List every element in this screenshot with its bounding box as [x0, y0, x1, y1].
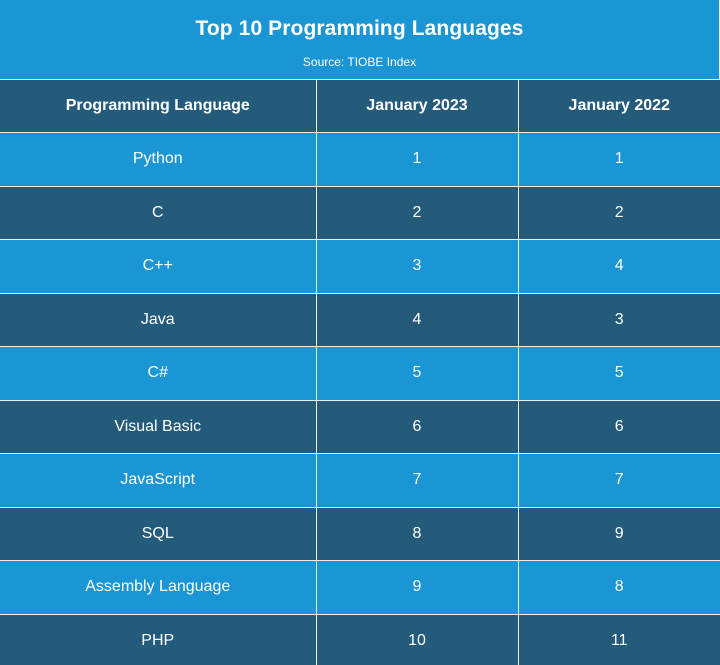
cell-jan-2023-rank: 4	[315, 292, 519, 347]
table-row: SQL 8 9	[0, 506, 720, 561]
rankings-table: Programming Language January 2023 Januar…	[0, 79, 720, 665]
table-row: PHP 10 11	[0, 613, 720, 665]
table-body: Python 1 1 C 2 2 C++ 3 4 Java 4 3 C# 5 5 Visual Basic 6 6…	[0, 132, 720, 665]
table-row: Java 4 3	[0, 292, 720, 347]
cell-jan-2022-rank: 1	[517, 132, 720, 187]
cell-language: Java	[0, 292, 317, 347]
table-row: Python 1 1	[0, 132, 720, 187]
column-header-language: Programming Language	[0, 79, 317, 133]
cell-jan-2023-rank: 6	[315, 399, 519, 454]
cell-jan-2023-rank: 7	[315, 453, 519, 508]
cell-jan-2022-rank: 6	[517, 399, 720, 454]
table-row: Assembly Language 9 8	[0, 560, 720, 615]
table-row: C++ 3 4	[0, 239, 720, 294]
cell-language: Visual Basic	[0, 399, 317, 454]
cell-language: SQL	[0, 506, 317, 561]
cell-language: PHP	[0, 613, 317, 665]
cell-jan-2023-rank: 8	[315, 506, 519, 561]
chart-header: Top 10 Programming Languages Source: TIO…	[0, 0, 719, 79]
table-row: C# 5 5	[0, 346, 720, 401]
cell-jan-2023-rank: 3	[315, 239, 519, 294]
table-row: JavaScript 7 7	[0, 453, 720, 508]
cell-language: C++	[0, 239, 317, 294]
cell-jan-2023-rank: 10	[315, 613, 519, 665]
column-header-jan-2023: January 2023	[315, 79, 519, 133]
cell-jan-2023-rank: 1	[315, 132, 519, 187]
cell-language: Assembly Language	[0, 560, 317, 615]
cell-jan-2022-rank: 11	[517, 613, 720, 665]
cell-language: Python	[0, 132, 317, 187]
column-header-jan-2022: January 2022	[517, 79, 720, 133]
cell-language: JavaScript	[0, 453, 317, 508]
cell-jan-2022-rank: 5	[517, 346, 720, 401]
cell-language: C	[0, 185, 317, 240]
cell-jan-2023-rank: 5	[315, 346, 519, 401]
table-row: Visual Basic 6 6	[0, 399, 720, 454]
table-header-row: Programming Language January 2023 Januar…	[0, 79, 720, 133]
chart-title: Top 10 Programming Languages	[195, 17, 524, 40]
chart-subtitle: Source: TIOBE Index	[302, 55, 417, 69]
cell-jan-2022-rank: 7	[517, 453, 720, 508]
cell-jan-2022-rank: 3	[517, 292, 720, 347]
cell-jan-2022-rank: 4	[517, 239, 720, 294]
cell-jan-2023-rank: 9	[315, 560, 519, 615]
cell-jan-2023-rank: 2	[315, 185, 519, 240]
cell-jan-2022-rank: 2	[517, 185, 720, 240]
cell-language: C#	[0, 346, 317, 401]
cell-jan-2022-rank: 9	[517, 506, 720, 561]
cell-jan-2022-rank: 8	[517, 560, 720, 615]
